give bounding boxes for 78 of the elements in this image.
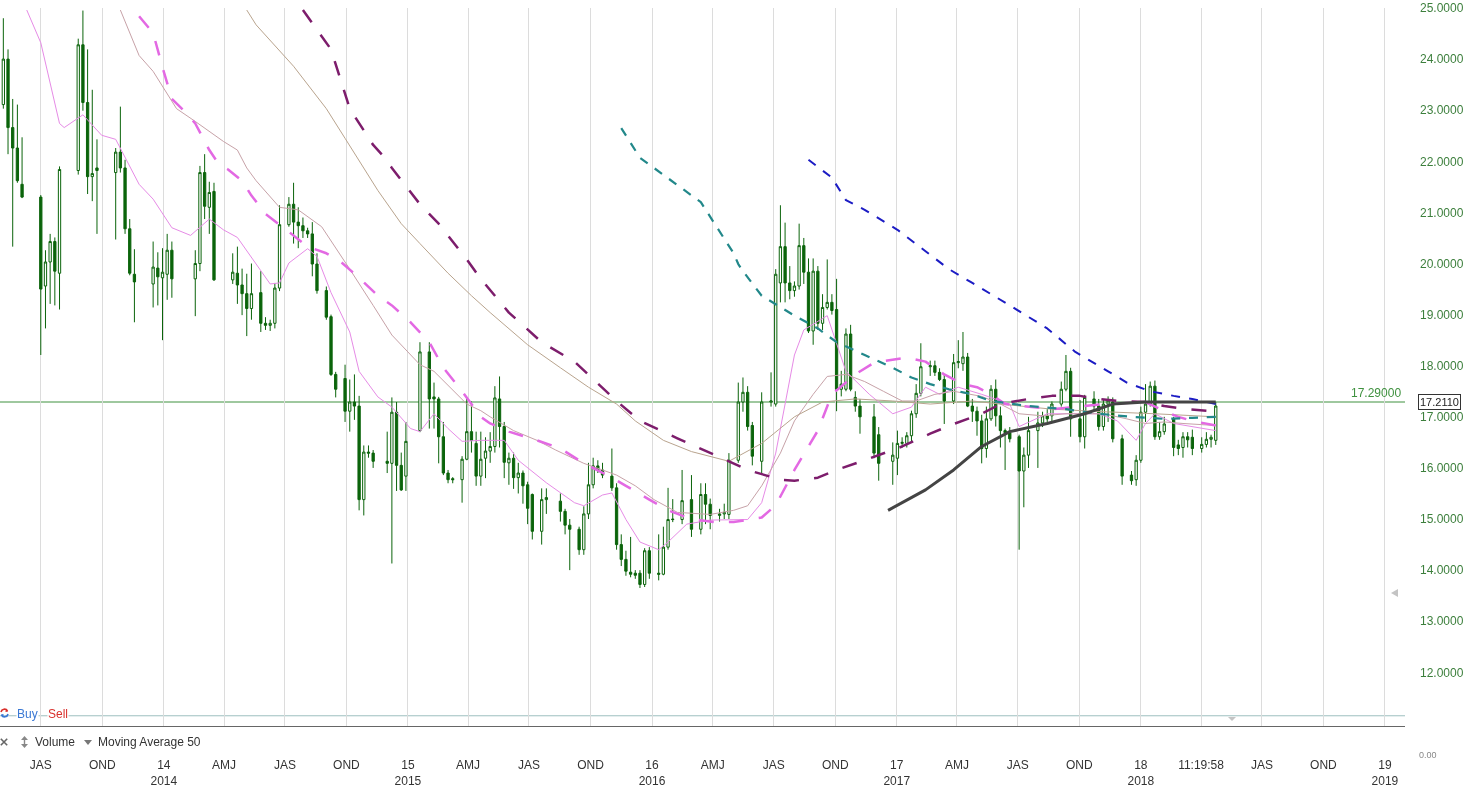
candlestick (511, 452, 516, 490)
y-tick-label: 21.0000 (1420, 205, 1464, 220)
ref-line-label: 17.29000 (1351, 386, 1402, 400)
annotation: Sell (48, 707, 69, 721)
text: Moving Average 50 (98, 735, 201, 749)
y-tick-label: 18.0000 (1420, 358, 1464, 373)
candlestick (212, 182, 216, 282)
line-series (886, 400, 1218, 512)
line-series (807, 158, 1217, 406)
x-tick-label: OND (88, 758, 116, 773)
candlestick (418, 341, 422, 433)
candlestick (259, 270, 263, 333)
y-tick-label: 14.0000 (1420, 563, 1464, 578)
candlestick (628, 536, 633, 578)
candlestick (750, 421, 754, 466)
x-tick-label: 14 2014 (150, 758, 178, 788)
y-tick-label: 13.0000 (1420, 614, 1464, 629)
y-tick-label: 15.0000 (1420, 512, 1464, 527)
x-tick-label: OND (1310, 758, 1338, 773)
x-tick-label: JAS (1250, 758, 1273, 773)
candlestick (371, 449, 375, 469)
x-tick-label: OND (577, 758, 605, 773)
x-tick-label: OND (821, 758, 849, 773)
candlestick (95, 138, 99, 235)
candlestick (1045, 408, 1049, 425)
candlestick (530, 492, 534, 540)
candlestick (544, 487, 548, 515)
y-tick-label: 12.0000 (1420, 665, 1464, 680)
x-tick-label: JAS (517, 758, 540, 773)
candlestick (1190, 429, 1194, 456)
x-tick-label: OND (333, 758, 361, 773)
y-tick-label: 22.0000 (1420, 154, 1464, 169)
candlestick (132, 248, 137, 323)
x-tick-label: JAS (29, 758, 52, 773)
y-tick-label: 19.0000 (1420, 307, 1464, 322)
text: 17.2110 (1420, 396, 1459, 408)
x-tick-label: 17 2017 (883, 758, 911, 788)
x-tick-label: AMJ (700, 758, 725, 773)
candlestick (717, 508, 722, 523)
candlestick (760, 391, 764, 474)
candlestick (1181, 431, 1185, 459)
line-series (620, 126, 1217, 420)
x-tick-label: 19 2019 (1371, 758, 1399, 788)
x-tick-label: 15 2015 (394, 758, 422, 788)
x-tick-label: JAS (273, 758, 296, 773)
candlestick (689, 474, 694, 538)
x-tick-label: JAS (762, 758, 785, 773)
candlestick (483, 436, 488, 479)
x-tick-label: JAS (1006, 758, 1029, 773)
text: 0.00 (1419, 750, 1437, 760)
y-tick-label: 24.0000 (1420, 52, 1464, 67)
candlestick (834, 278, 839, 412)
candlestick (57, 165, 62, 311)
x-tick-label: 16 2016 (638, 758, 666, 788)
x-tick-label: 11:19:58 (1178, 758, 1225, 773)
x-tick-label: AMJ (944, 758, 969, 773)
y-tick-label: 16.0000 (1420, 461, 1464, 476)
candlestick (20, 136, 24, 199)
candlestick (1008, 426, 1012, 443)
annotation: Buy (17, 707, 38, 721)
y-tick-label: 25.0000 (1420, 1, 1464, 16)
x-tick-label: OND (1065, 758, 1093, 773)
candlestick (1036, 411, 1040, 469)
y-tick-label: 17.0000 (1420, 410, 1464, 425)
y-tick-label: 20.0000 (1420, 256, 1464, 271)
x-tick-label: AMJ (212, 758, 237, 773)
text: Volume (35, 735, 76, 749)
candlestick (39, 194, 43, 356)
candlestick (291, 182, 296, 245)
candlestick (1162, 416, 1166, 436)
candlestick (647, 546, 651, 580)
x-tick-label: 18 2018 (1127, 758, 1155, 788)
x-tick-label: AMJ (456, 758, 481, 773)
candlestick (1200, 436, 1204, 454)
candlestick (114, 147, 118, 240)
candlestick (1120, 434, 1124, 486)
y-tick-label: 23.0000 (1420, 103, 1464, 118)
candlestick (540, 487, 544, 546)
